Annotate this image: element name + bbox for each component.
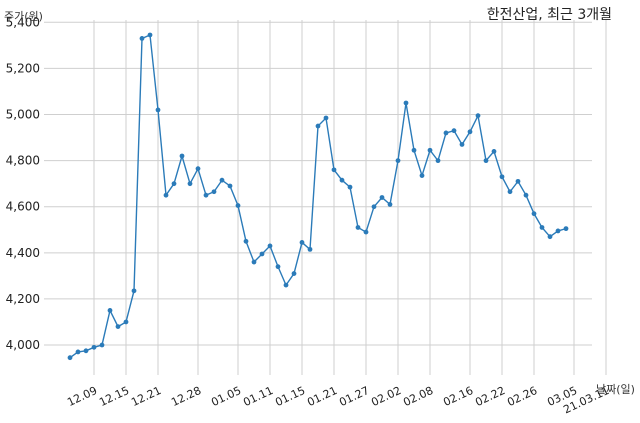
y-tick-label: 4,600 xyxy=(6,200,40,214)
price-data-point xyxy=(363,229,369,235)
price-data-point xyxy=(147,32,153,38)
x-tick-label: 01.11 xyxy=(241,384,275,409)
price-data-point xyxy=(187,181,193,187)
price-data-point xyxy=(499,174,505,180)
y-axis-label: 주가(원) xyxy=(4,10,43,23)
price-data-point xyxy=(387,202,393,207)
price-data-point xyxy=(211,189,217,195)
chart-title: 한전산업, 최근 3개월 xyxy=(486,7,612,23)
price-data-point xyxy=(515,178,521,184)
price-data-point xyxy=(251,259,257,265)
price-data-point xyxy=(507,189,513,195)
price-data-point xyxy=(331,167,337,173)
price-data-point xyxy=(355,225,361,230)
x-axis-label: 날짜(일) xyxy=(596,383,635,396)
price-data-point xyxy=(419,173,425,179)
price-data-point xyxy=(195,166,201,172)
price-data-point xyxy=(371,204,377,210)
price-data-point xyxy=(275,264,281,270)
price-data-point xyxy=(107,308,113,313)
price-data-point xyxy=(291,271,297,276)
price-data-point xyxy=(91,344,97,350)
x-tick-label: 02.26 xyxy=(505,384,539,409)
price-data-point xyxy=(555,228,561,234)
price-data-point xyxy=(171,181,177,187)
y-tick-label: 4,200 xyxy=(6,292,40,306)
price-data-point xyxy=(491,148,497,154)
price-data-point xyxy=(115,324,121,329)
y-tick-label: 4,400 xyxy=(6,246,40,260)
y-tick-label: 5,200 xyxy=(6,61,40,75)
x-tick-label: 12.09 xyxy=(65,384,99,409)
price-data-point xyxy=(83,348,89,354)
y-tick-label: 5,400 xyxy=(6,15,40,29)
price-data-point xyxy=(459,142,465,147)
price-data-point xyxy=(315,123,321,129)
price-data-point xyxy=(427,147,433,153)
x-tick-label: 01.27 xyxy=(337,384,371,409)
price-data-point xyxy=(379,195,385,200)
x-tick-label: 02.22 xyxy=(473,384,507,409)
price-data-point xyxy=(131,288,137,294)
price-data-point xyxy=(155,107,161,113)
price-data-point xyxy=(123,319,129,325)
x-tick-label: 12.15 xyxy=(97,384,131,409)
price-data-point xyxy=(139,36,145,41)
price-data-point xyxy=(403,100,409,106)
price-data-point xyxy=(339,177,345,183)
price-data-point xyxy=(443,130,449,136)
price-series-line xyxy=(69,33,567,359)
x-tick-label: 01.21 xyxy=(305,384,339,409)
price-data-point xyxy=(435,158,441,164)
y-tick-label: 4,000 xyxy=(6,338,40,352)
price-data-point xyxy=(179,153,185,159)
y-tick-label: 4,800 xyxy=(6,154,40,168)
price-data-point xyxy=(267,243,273,249)
price-data-point xyxy=(531,211,537,217)
x-tick-label: 12.28 xyxy=(169,384,203,409)
price-data-point xyxy=(163,192,169,198)
price-data-point xyxy=(451,128,457,134)
x-tick-label: 02.16 xyxy=(441,384,475,409)
y-tick-label: 5,000 xyxy=(6,108,40,122)
price-data-point xyxy=(323,115,329,121)
price-data-point xyxy=(411,147,417,153)
price-data-point xyxy=(299,240,305,245)
price-data-point xyxy=(259,251,265,257)
price-data-point xyxy=(347,184,353,190)
price-data-point xyxy=(539,225,545,230)
price-data-point xyxy=(395,158,401,164)
price-data-point xyxy=(203,192,209,198)
price-data-point xyxy=(475,113,481,119)
x-tick-label: 12.21 xyxy=(129,384,163,409)
x-tick-label: 02.08 xyxy=(401,384,435,409)
price-data-point xyxy=(67,355,73,361)
price-data-point xyxy=(75,349,81,355)
x-tick-label: 01.15 xyxy=(273,384,307,409)
price-data-point xyxy=(235,203,241,208)
price-data-point xyxy=(227,183,233,189)
price-data-point xyxy=(99,342,105,348)
price-data-point xyxy=(243,238,249,244)
x-tick-label: 02.02 xyxy=(369,384,403,409)
price-data-point xyxy=(547,234,553,240)
price-data-point xyxy=(523,192,529,198)
x-tick-label: 01.05 xyxy=(209,384,243,409)
price-data-point xyxy=(219,177,225,183)
price-data-point xyxy=(563,226,569,232)
price-data-point xyxy=(483,158,489,164)
price-data-point xyxy=(467,129,473,135)
price-data-point xyxy=(283,282,289,288)
price-data-point xyxy=(307,246,313,252)
